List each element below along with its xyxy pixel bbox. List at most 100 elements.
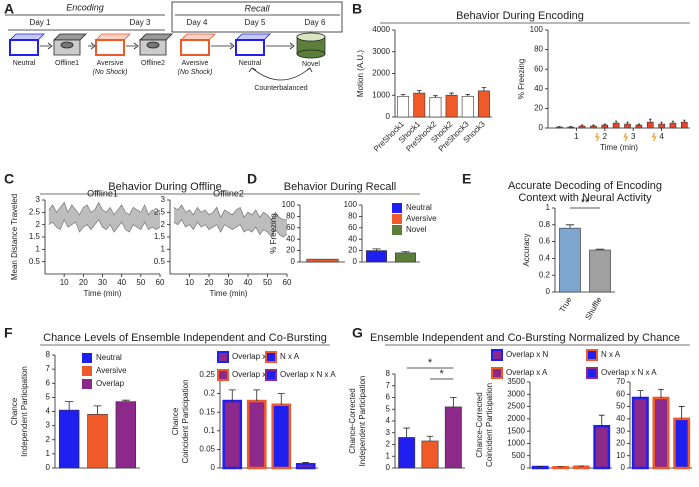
diagram-label: Aversive bbox=[182, 60, 209, 67]
y-tick-label: 0.4 bbox=[539, 254, 551, 263]
error-bar bbox=[678, 406, 685, 419]
panel-title: Accurate Decoding of Encoding bbox=[508, 180, 662, 192]
bar bbox=[572, 465, 590, 470]
x-tick-label: 20 bbox=[205, 278, 214, 287]
diagram-day: Day 4 bbox=[187, 18, 208, 27]
bar bbox=[397, 96, 410, 118]
y-tick-label: 0.5 bbox=[154, 257, 166, 266]
y-tick-label: 0.05 bbox=[199, 445, 215, 454]
error-bar bbox=[671, 120, 675, 124]
panel-title: Behavior During Encoding bbox=[456, 10, 584, 22]
error-bar bbox=[277, 393, 285, 405]
diagram-day: Day 1 bbox=[30, 18, 51, 27]
y-tick-label: 1 bbox=[546, 203, 551, 212]
y-axis-label: Mean Distance Traveled bbox=[10, 194, 19, 280]
band-upper bbox=[48, 201, 161, 216]
y-axis-label: Chance-Corrected bbox=[348, 388, 357, 453]
y-tick-label: 100 bbox=[530, 25, 544, 34]
diagram-label: Neutral bbox=[239, 60, 262, 67]
bar bbox=[421, 440, 439, 469]
bar bbox=[559, 227, 581, 293]
y-axis-label: % Freezing bbox=[517, 59, 526, 99]
bar bbox=[681, 121, 688, 129]
y-tick-label: 1.5 bbox=[29, 232, 41, 241]
error-bar bbox=[450, 397, 457, 407]
y-axis-label: Independent Participation bbox=[358, 376, 367, 467]
y-tick-label: 8 bbox=[386, 369, 391, 378]
y-tick-label: 7 bbox=[386, 381, 391, 390]
shock-icon bbox=[623, 132, 629, 142]
y-tick-label: 0 bbox=[46, 463, 51, 472]
y-tick-label: 2 bbox=[36, 220, 41, 229]
bar bbox=[589, 249, 611, 293]
bar bbox=[246, 399, 267, 470]
y-tick-label: 2500 bbox=[507, 402, 525, 411]
error-bar bbox=[595, 248, 605, 250]
x-tick-label: 1 bbox=[574, 132, 579, 141]
error-bar bbox=[481, 87, 487, 91]
bar bbox=[477, 90, 490, 118]
y-tick-label: 1 bbox=[386, 451, 391, 460]
bar bbox=[552, 466, 570, 470]
bar bbox=[445, 94, 458, 118]
error-bar bbox=[683, 119, 686, 123]
diagram-note: (No Shock) bbox=[177, 69, 212, 76]
y-tick-label: 0 bbox=[291, 257, 296, 266]
error-bar bbox=[637, 390, 644, 398]
legend-label: Neutral bbox=[96, 353, 122, 362]
legend-label: Neutral bbox=[406, 203, 432, 212]
y-tick-label: 80 bbox=[348, 212, 357, 221]
y-tick-label: 60 bbox=[348, 223, 357, 232]
legend-label: N x A bbox=[601, 350, 621, 359]
y-tick-label: 5 bbox=[46, 392, 51, 401]
bar bbox=[593, 424, 611, 470]
y-axis-label: Coincident Participation bbox=[485, 383, 494, 467]
chart-title: Offline1 bbox=[87, 188, 118, 198]
error-bar bbox=[614, 120, 618, 124]
y-tick-label: 40 bbox=[286, 234, 295, 243]
y-tick-label: 4 bbox=[386, 416, 391, 425]
bar bbox=[531, 465, 549, 470]
error-bar bbox=[121, 399, 130, 402]
bar bbox=[413, 92, 426, 118]
y-tick-label: 0 bbox=[211, 463, 216, 472]
legend-swatch bbox=[82, 366, 92, 376]
bar bbox=[461, 96, 474, 118]
x-tick-label: 10 bbox=[185, 278, 194, 287]
panel-title: Ensemble Independent and Co-Bursting Nor… bbox=[370, 332, 680, 344]
y-tick-label: 40 bbox=[616, 414, 625, 423]
error-bar bbox=[253, 389, 261, 402]
bar bbox=[601, 124, 609, 129]
y-tick-label: 0 bbox=[546, 287, 551, 296]
error-bar bbox=[93, 405, 102, 415]
band-area bbox=[173, 204, 287, 237]
x-tick-label: 50 bbox=[136, 278, 145, 287]
chart-title: Offline2 bbox=[213, 188, 244, 198]
diagram-day: Day 6 bbox=[305, 18, 326, 27]
panel-label: F bbox=[4, 325, 13, 341]
error-bar bbox=[228, 389, 236, 402]
bar bbox=[87, 414, 108, 469]
bar bbox=[578, 125, 586, 129]
shock-icon bbox=[651, 132, 657, 142]
x-tick-label: 60 bbox=[283, 278, 292, 287]
y-tick-label: 2.5 bbox=[29, 207, 41, 216]
diagram-header: Recall bbox=[244, 3, 270, 13]
legend-swatch bbox=[82, 379, 92, 389]
legend-swatch bbox=[265, 369, 277, 381]
diagram-label: Offline2 bbox=[141, 60, 165, 67]
x-axis-label: Time (min) bbox=[210, 289, 248, 298]
bar bbox=[556, 126, 563, 129]
error-bar bbox=[660, 121, 663, 125]
y-tick-label: 20 bbox=[348, 246, 357, 255]
x-tick-label: 30 bbox=[98, 278, 107, 287]
legend-label: Aversive bbox=[406, 214, 437, 223]
band-lower bbox=[48, 219, 161, 233]
error-bar bbox=[426, 435, 434, 441]
legend-label: Overlap x A bbox=[506, 368, 548, 377]
legend-swatch bbox=[265, 351, 277, 363]
x-tick-label: 4 bbox=[659, 132, 664, 141]
error-bar bbox=[416, 90, 422, 94]
bar bbox=[271, 403, 292, 470]
error-bar bbox=[465, 93, 471, 97]
